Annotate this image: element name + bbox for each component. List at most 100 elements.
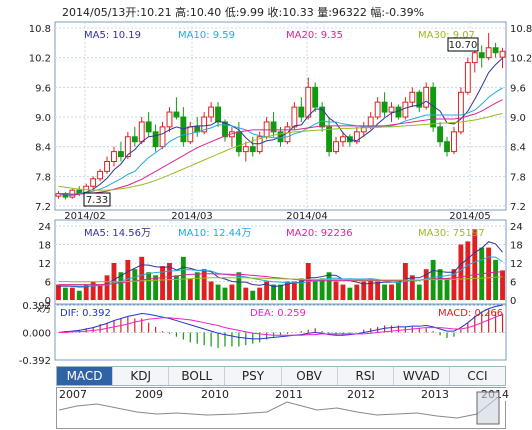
candle	[270, 121, 277, 133]
volume-legend-ma10: MA10: 12.44万	[178, 228, 251, 239]
candle	[235, 131, 242, 153]
volume-bar	[90, 281, 96, 300]
candle	[340, 136, 346, 143]
tab-psy[interactable]: PSY	[225, 367, 282, 385]
candle	[291, 106, 298, 128]
candle	[499, 50, 506, 58]
volume-ma10-line	[58, 256, 503, 287]
price-tick-left: 10.8	[29, 24, 51, 35]
candle	[145, 121, 152, 133]
macd-tick-left: 0.000	[22, 329, 51, 340]
candle	[173, 111, 180, 118]
candle	[152, 131, 159, 148]
volume-bar	[76, 290, 82, 300]
high-callout	[447, 37, 479, 52]
volume-legend-ma5: MA5: 14.56万	[84, 228, 151, 239]
volume-bar	[375, 281, 381, 300]
volume-bar	[264, 281, 270, 300]
price-tick-left: 9.6	[35, 83, 51, 94]
macd-dea-line	[58, 313, 503, 336]
volume-bar	[83, 284, 89, 300]
candle	[249, 146, 256, 153]
nav-window[interactable]	[476, 391, 500, 425]
volume-bar	[146, 272, 152, 300]
price-legend-ma30: MA30: 9.07	[418, 30, 475, 41]
candle	[222, 121, 228, 138]
high-callout-label: 10.70	[449, 40, 478, 51]
candle	[201, 116, 208, 133]
tab-rsi[interactable]: RSI	[338, 367, 394, 385]
candle	[159, 126, 166, 148]
tab-boll[interactable]: BOLL	[169, 367, 226, 385]
stock-chart: 10.8 10.8 10.2 10.2 9.6 9.6 9.0 9.0 8.4 8.4 7.8 7.8…	[19, 21, 532, 366]
macd-tick-left: -0.392	[19, 356, 51, 366]
price-legend-ma5: MA5: 10.19	[84, 30, 141, 41]
volume-bar	[458, 244, 464, 300]
price-tick-right: 10.8	[510, 24, 532, 35]
tab-wvad[interactable]: WVAD	[394, 367, 450, 385]
volume-bar	[319, 278, 325, 300]
quote-date: 2014/05/13	[62, 6, 126, 19]
candle	[131, 136, 138, 143]
quote-header: 2014/05/13开:10.21 高:10.40 低:9.99 收:10.33…	[62, 4, 424, 20]
candle	[97, 170, 104, 180]
volume-bar	[437, 269, 443, 300]
volume-bar	[396, 281, 401, 300]
nav-year: 2010	[201, 388, 229, 401]
volume-bar	[278, 284, 283, 300]
price-tick-left: 7.8	[35, 172, 51, 183]
price-tick-right: 7.2	[510, 202, 526, 213]
tab-cci[interactable]: CCI	[467, 369, 488, 383]
quote-change: 幅:-0.39%	[370, 6, 425, 19]
candle	[485, 47, 492, 59]
macd-legend-dif: DIF: 0.392	[60, 308, 111, 319]
candle	[305, 86, 312, 118]
price-ma10-line	[58, 87, 503, 196]
time-navigator[interactable]: 2007 2009 2010 2011 2012 2013 2014	[56, 387, 509, 429]
volume-tick-left: 0	[45, 296, 51, 307]
price-ma20-line	[58, 99, 503, 195]
candle	[333, 141, 339, 153]
volume-bar	[291, 281, 297, 300]
volume-bar	[160, 266, 165, 300]
price-x-label: 2014/04	[286, 211, 328, 222]
volume-bar	[416, 284, 422, 300]
volume-bar	[118, 272, 124, 300]
volume-bar	[486, 247, 492, 300]
volume-tick-left: 24	[38, 222, 51, 233]
volume-bar	[500, 270, 505, 300]
candle	[492, 47, 499, 54]
volume-unit-label: x万	[37, 305, 51, 315]
price-legend-ma10: MA10: 9.59	[178, 30, 235, 41]
quote-close: 收:10.33	[267, 6, 314, 19]
candle	[298, 106, 305, 118]
volume-bar	[340, 284, 346, 300]
nav-year: 2013	[421, 388, 449, 401]
volume-bar	[125, 259, 131, 300]
volume-legend-ma20: MA20: 92236	[286, 228, 353, 239]
candle	[430, 86, 437, 128]
low-callout	[83, 192, 111, 207]
candle	[402, 101, 409, 118]
candle	[437, 126, 444, 143]
price-ma5-line	[58, 57, 503, 196]
tab-kdj[interactable]: KDJ	[113, 367, 170, 385]
volume-tick-left: 12	[38, 259, 51, 270]
candle	[423, 86, 430, 108]
volume-bar	[139, 256, 145, 300]
macd-legend-macd: MACD: 0.266	[438, 308, 503, 319]
price-ma30-line	[58, 113, 503, 191]
candle	[117, 151, 124, 158]
volume-bar	[465, 241, 471, 300]
candle	[374, 101, 381, 118]
candle	[444, 141, 450, 153]
volume-bar	[180, 256, 186, 300]
price-legend-ma20: MA20: 9.35	[286, 30, 343, 41]
tab-macd[interactable]: MACD	[57, 367, 114, 385]
tab-obv[interactable]: OBV	[282, 367, 338, 385]
volume-bar	[173, 275, 179, 300]
macd-legend-dea: DEA: 0.259	[250, 308, 306, 319]
price-tick-left: 9.0	[35, 113, 51, 124]
candle	[471, 52, 478, 64]
volume-bar	[451, 269, 457, 300]
